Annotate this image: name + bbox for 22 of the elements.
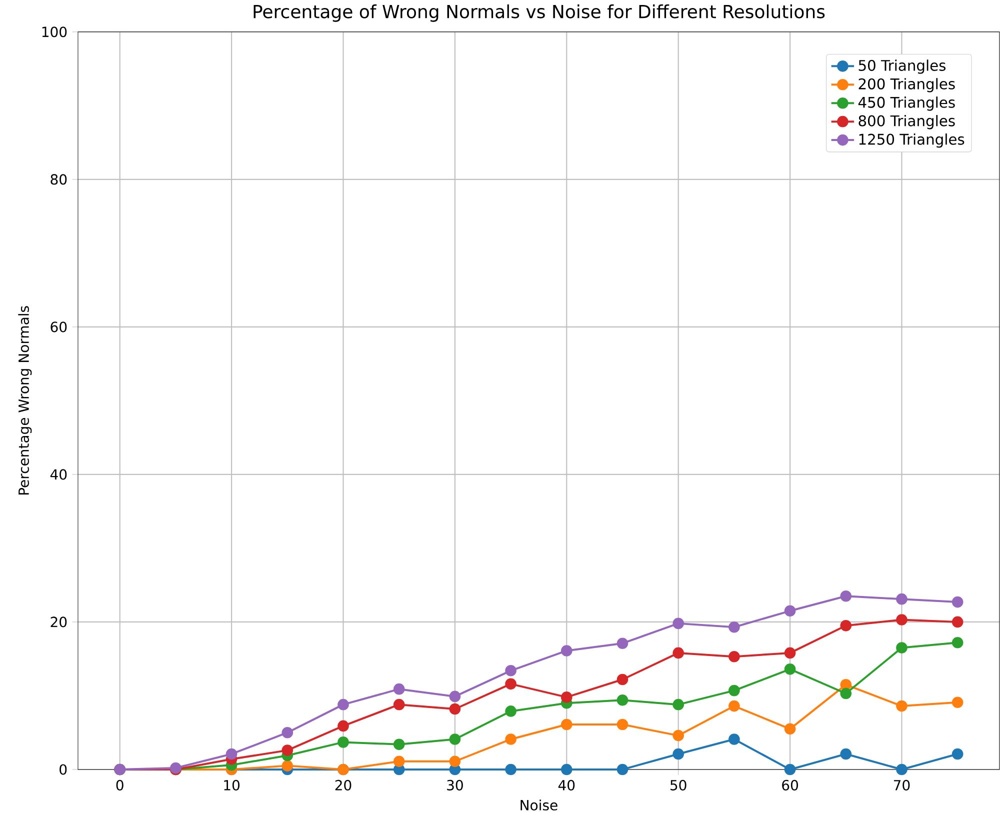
- x-axis-title: Noise: [520, 799, 558, 810]
- legend-label: 800 Triangles: [858, 114, 955, 129]
- x-tick-label: 70: [894, 780, 910, 790]
- x-tick-label: 30: [447, 780, 463, 790]
- x-tick-label: 50: [670, 780, 686, 790]
- legend-label: 200 Triangles: [858, 78, 955, 92]
- x-tick-label: 20: [335, 780, 352, 790]
- y-tick-label: 0: [60, 764, 67, 775]
- y-tick-label: 40: [50, 468, 67, 480]
- legend-label: 450 Triangles: [858, 96, 955, 111]
- legend-label: 1250 Triangles: [859, 133, 964, 148]
- y-tick-label: 80: [50, 174, 67, 184]
- legend-label: 50 Triangles: [858, 59, 946, 74]
- chart-title: Percentage of Wrong Normals vs Noise for Different Resolutions: [254, 4, 825, 22]
- x-tick-label: 10: [224, 780, 240, 790]
- y-tick-label: 20: [50, 616, 67, 628]
- y-tick-label: 60: [50, 321, 67, 332]
- y-tick-label: 100: [42, 26, 67, 37]
- x-tick-label: 40: [558, 780, 575, 790]
- y-axis-title: Percentage Wrong Normals: [18, 306, 32, 494]
- x-tick-label: 0: [116, 780, 124, 790]
- x-tick-label: 60: [782, 780, 798, 790]
